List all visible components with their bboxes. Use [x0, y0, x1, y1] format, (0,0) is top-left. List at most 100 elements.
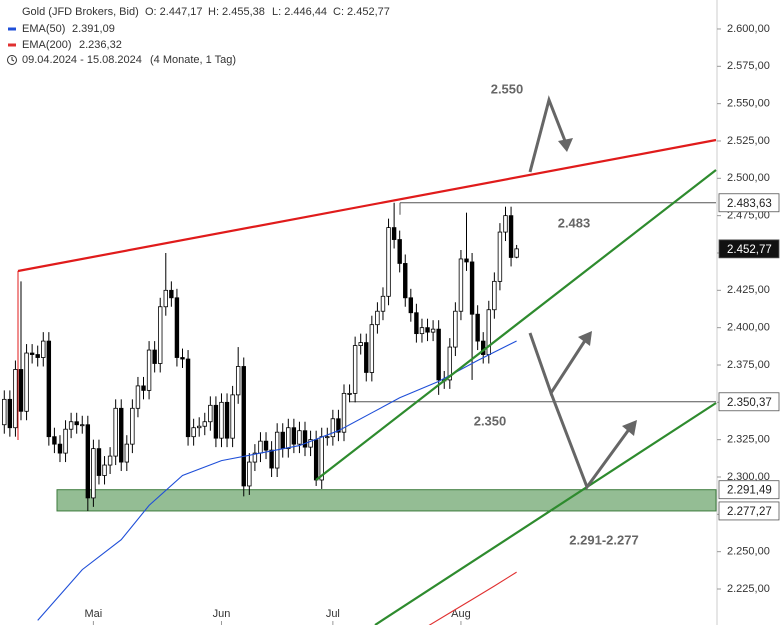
candle-body	[297, 430, 302, 445]
candle-body	[291, 427, 297, 445]
candle-body	[302, 430, 308, 448]
arrow	[528, 95, 569, 173]
candle-body	[475, 313, 480, 342]
resistance-line	[17, 138, 717, 273]
candle-body	[68, 421, 74, 430]
candle-body	[414, 312, 419, 335]
candle-body	[235, 366, 241, 396]
candle-body	[464, 258, 469, 263]
candle-body	[269, 449, 274, 469]
legend-label: EMA(50)	[22, 23, 65, 35]
candle-body	[35, 354, 40, 358]
candle-body	[107, 455, 113, 466]
level-tag	[718, 501, 780, 521]
candle-body	[386, 227, 391, 297]
candle-body	[213, 404, 219, 439]
candle-body	[408, 297, 414, 314]
candle-body	[369, 324, 375, 373]
candle-body	[102, 464, 107, 476]
candle-body	[224, 401, 230, 439]
candle-body	[46, 340, 52, 438]
period: 09.04.2024 - 15.08.2024	[22, 54, 142, 66]
candle-body	[358, 342, 363, 346]
candle-body	[497, 231, 503, 282]
x-tick-label: Jul	[326, 608, 340, 620]
candle-body	[29, 352, 35, 355]
candle-body	[458, 258, 464, 312]
candle-body	[492, 280, 497, 311]
candle-body	[347, 392, 352, 395]
last-price-tag	[718, 239, 780, 259]
quote: O: 2.447,17	[145, 6, 203, 18]
candle-body	[352, 345, 358, 394]
candle-body	[152, 349, 157, 364]
y-tick-label: 2.250,00	[727, 546, 770, 558]
annotation: 2.483	[558, 215, 591, 230]
level-tag-label: 2.291,49	[727, 485, 772, 497]
legend-value: 2.391,09	[72, 23, 115, 35]
drawings	[17, 95, 717, 625]
candle-body	[113, 407, 118, 457]
candle-body	[514, 248, 519, 258]
last-price-tag-label: 2.452,77	[727, 244, 772, 256]
level-tag-label: 2.483,63	[727, 198, 772, 210]
candle-body	[96, 448, 102, 476]
quote: C: 2.452,77	[333, 6, 390, 18]
plot-underlay	[56, 202, 717, 512]
y-tick-label: 2.500,00	[727, 172, 770, 184]
candle-body	[419, 327, 425, 335]
candle-body	[119, 407, 124, 463]
candle-body	[280, 431, 285, 450]
candle-body	[2, 398, 7, 426]
candle-body	[174, 297, 180, 358]
annotation: 2.550	[491, 81, 524, 96]
quote: H: 2.455,38	[208, 6, 265, 18]
candle-body	[397, 239, 402, 264]
legend-label: EMA(200)	[22, 39, 72, 51]
candle-body	[158, 306, 163, 364]
header: Gold (JFD Brokers, Bid) O: 2.447,17 H: 2…	[7, 6, 390, 66]
candle-body	[169, 289, 174, 299]
candle-body	[219, 401, 224, 439]
candle-body	[364, 342, 369, 373]
candle-body	[191, 427, 196, 438]
candle-body	[453, 310, 458, 348]
arrow-head	[558, 138, 573, 152]
candle-body	[52, 436, 57, 445]
clock-icon	[7, 55, 17, 65]
y-tick-label: 2.475,00	[727, 210, 770, 222]
candle-body	[7, 398, 13, 429]
candle-body	[18, 369, 24, 412]
level-tag	[718, 392, 780, 412]
x-tick-label: Aug	[451, 608, 471, 620]
ema-line	[37, 340, 517, 621]
candle-body	[230, 394, 235, 439]
candle-body	[391, 227, 397, 240]
candle-body	[258, 440, 263, 454]
candle-body	[380, 295, 386, 312]
candle-body	[80, 424, 85, 427]
y-tick-label: 2.600,00	[727, 23, 770, 35]
candle-body	[430, 328, 436, 333]
arrow-head	[622, 420, 637, 436]
arrow	[549, 392, 632, 491]
candle-body	[57, 443, 63, 454]
period-note: (4 Monate, 1 Tag)	[150, 54, 236, 66]
candle-body	[141, 385, 146, 391]
candle-body	[74, 421, 79, 426]
candle-body	[503, 215, 508, 233]
support-line	[315, 169, 717, 481]
candle-body	[91, 448, 96, 499]
y-tick-label: 2.400,00	[727, 322, 770, 334]
y-tick-label: 2.325,00	[727, 434, 770, 446]
level-tag-label: 2.350,37	[727, 397, 772, 409]
candle-body	[252, 452, 258, 463]
candle-body	[403, 263, 408, 299]
candle-body	[85, 424, 91, 499]
candle-body	[130, 407, 135, 445]
candle-body	[286, 427, 291, 450]
y-tick-label: 2.575,00	[727, 60, 770, 72]
support-line	[374, 402, 717, 625]
